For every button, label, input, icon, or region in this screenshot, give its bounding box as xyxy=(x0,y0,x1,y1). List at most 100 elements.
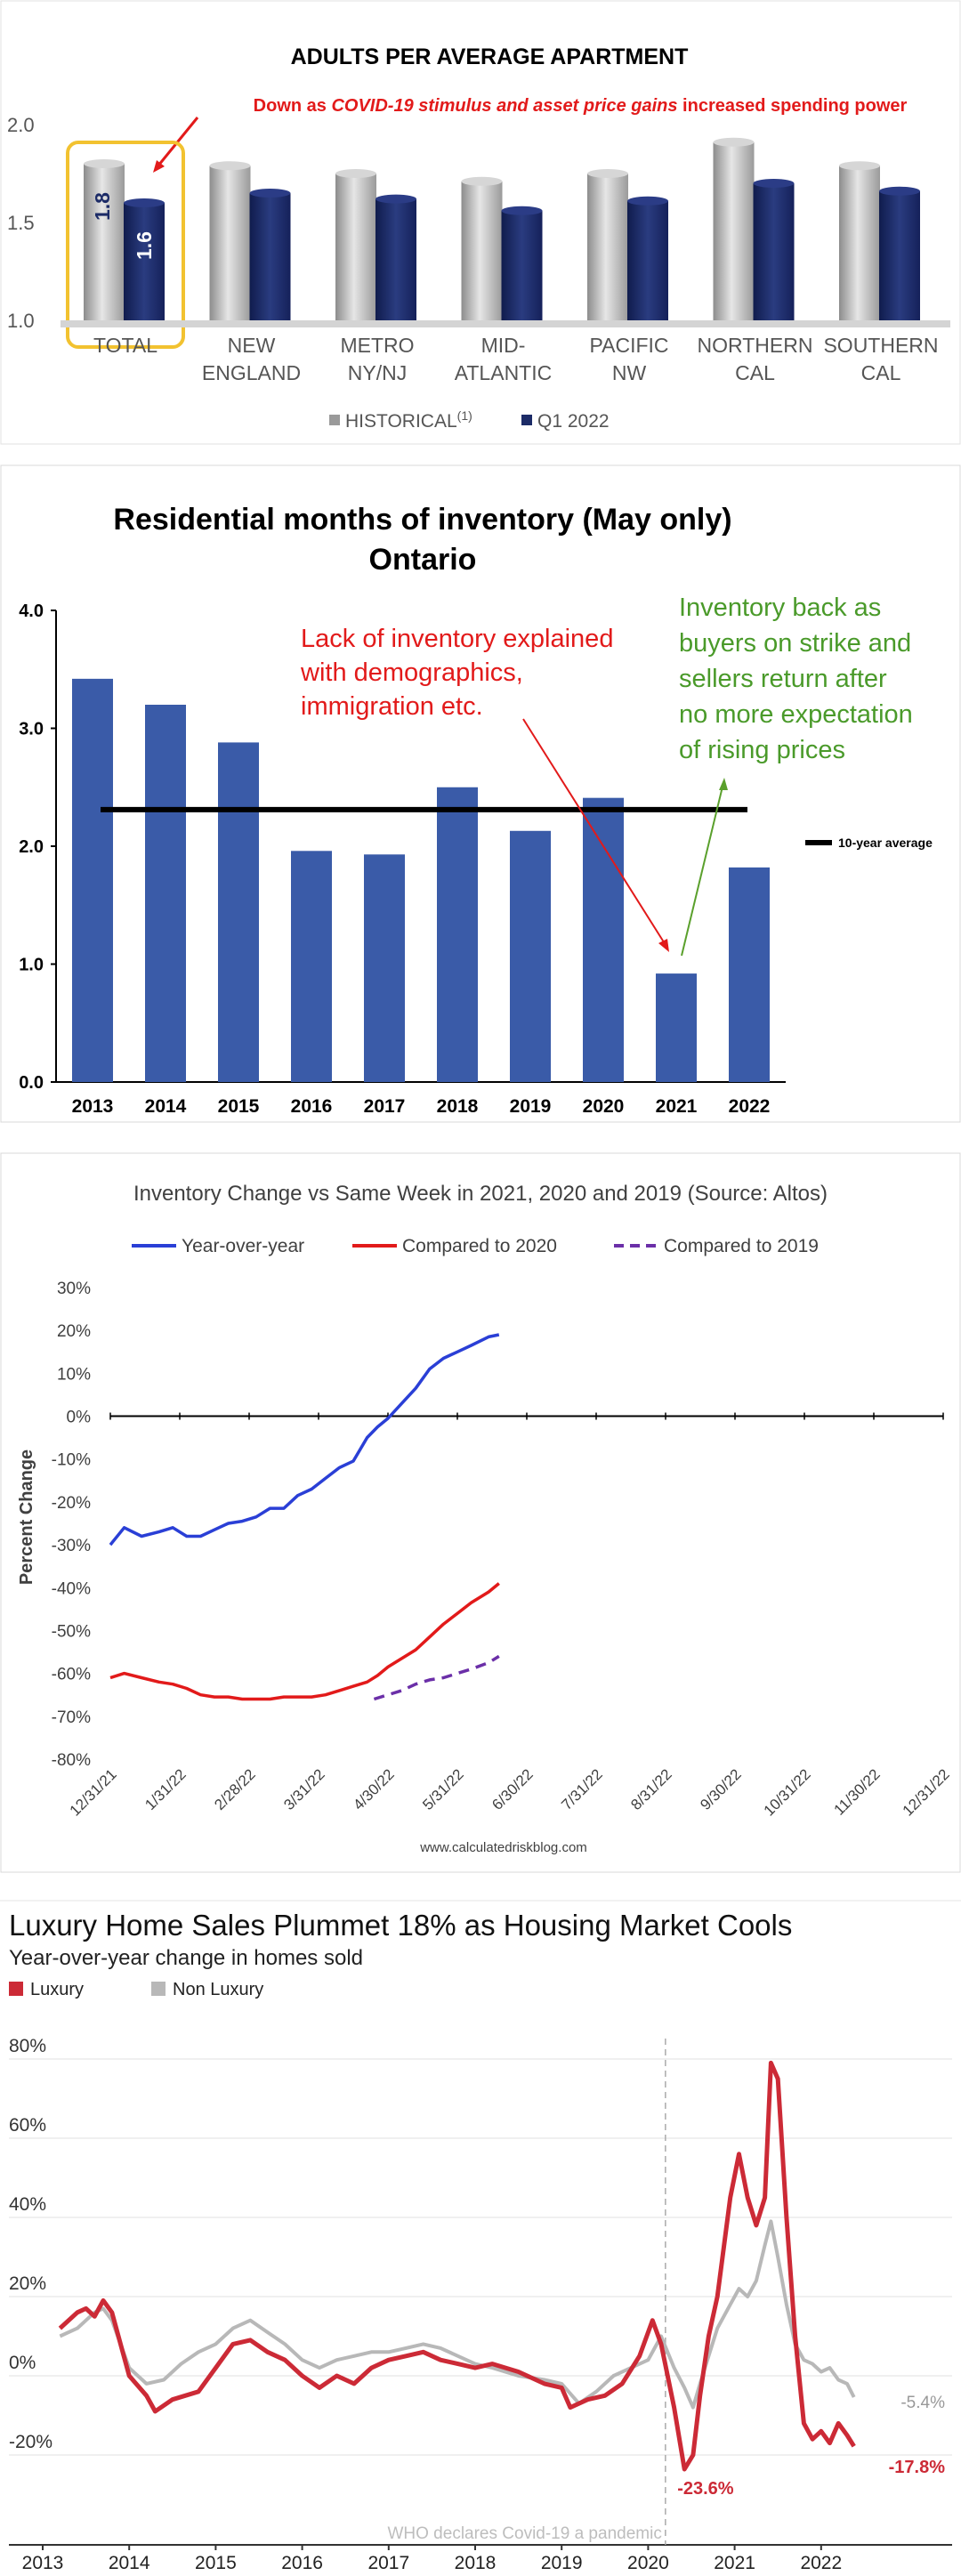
historical-bar xyxy=(587,174,628,320)
total-highlight-box xyxy=(66,141,185,349)
green-annotation-arrow xyxy=(681,786,723,957)
non-luxury-series-line xyxy=(59,2219,856,2410)
altos-x-tick-label: 4/30/22 xyxy=(350,1765,398,1813)
altos-y-tick-label: -40% xyxy=(52,1579,91,1598)
historical-bar xyxy=(84,164,125,320)
ontario-inventory-panel: Residential months of inventory (May onl… xyxy=(0,464,961,1123)
altos-x-tick-label: 7/31/22 xyxy=(558,1765,606,1813)
q1-bar xyxy=(879,190,920,320)
luxury-x-tick-label: 2021 xyxy=(714,2553,755,2573)
ontario-y-tick-label: 1.0 xyxy=(19,956,44,975)
ontario-x-tick-label: 2018 xyxy=(437,1096,479,1117)
q1-bar-cap xyxy=(124,198,165,207)
red-annotation-line-2: with demographics, xyxy=(300,658,523,687)
luxury-x-tick-label: 2013 xyxy=(22,2553,64,2573)
ontario-bar xyxy=(656,973,697,1082)
luxury-x-tick-label: 2017 xyxy=(367,2553,409,2573)
ontario-bar xyxy=(583,797,624,1082)
ontario-y-tick-label: 4.0 xyxy=(19,602,44,621)
q1-bar-cap xyxy=(376,194,416,204)
ontario-bar xyxy=(437,787,478,1082)
ontario-plot: 0.0 1.0 2.0 3.0 4.0 2013 2014 2015 2016 2017 2018 2… xyxy=(19,602,786,1117)
apartment-category-label: TOTAL xyxy=(93,334,157,357)
legend-non-luxury: Non Luxury xyxy=(173,1980,263,1999)
luxury-sales-chart: Luxury Home Sales Plummet 18% as Housing… xyxy=(0,1900,961,2573)
altos-x-tick-label: 11/30/22 xyxy=(830,1765,883,1818)
luxury-x-tick-label: 2016 xyxy=(281,2553,323,2573)
altos-y-tick-label: -50% xyxy=(52,1622,91,1641)
ontario-bar xyxy=(145,705,186,1082)
ontario-x-tick-label: 2017 xyxy=(364,1096,406,1117)
apartment-y-tick: 1.5 xyxy=(7,212,35,234)
luxury-y-tick-label: 0% xyxy=(9,2353,36,2373)
altos-x-tick-label: 12/31/22 xyxy=(900,1765,953,1819)
altos-x-tick-label: 9/30/22 xyxy=(697,1765,745,1813)
luxury-plot: 80% 60% 40% 20% 0% -20% 2013 2014 2015 2016 2017 20… xyxy=(9,2036,952,2573)
luxury-sales-panel: Luxury Home Sales Plummet 18% as Housing… xyxy=(0,1900,961,2576)
apartment-annotation-arrowhead xyxy=(153,160,165,173)
historical-bar xyxy=(713,141,755,320)
red-annotation-arrowhead xyxy=(658,939,669,952)
luxury-y-tick-label: 40% xyxy=(9,2194,46,2215)
ontario-green-annotation: Inventory back as buyers on strike and s… xyxy=(679,594,913,764)
q1-bar xyxy=(753,183,795,320)
apartment-category-label: SOUTHERN xyxy=(823,334,938,357)
historical-bar-cap xyxy=(839,161,880,171)
historical-bar-cap xyxy=(713,137,755,147)
q1-bar-cap xyxy=(753,179,795,188)
luxury-x-tick-label: 2022 xyxy=(800,2553,842,2573)
luxury-x-tick-label: 2018 xyxy=(455,2553,497,2573)
altos-plot: 30% 20% 10% 0% -10% -20% -30% -40% -50% -60% -70% -… xyxy=(52,1280,953,1820)
apartment-category-label: MID- xyxy=(481,334,526,357)
ontario-x-tick-label: 2020 xyxy=(583,1096,625,1117)
altos-y-tick-label: 10% xyxy=(57,1365,91,1384)
altos-chart-title: Inventory Change vs Same Week in 2021, 2… xyxy=(133,1182,828,1206)
historical-bar xyxy=(209,166,251,320)
total-q1-value-label: 1.6 xyxy=(133,231,156,260)
ontario-y-tick-label: 2.0 xyxy=(19,837,44,857)
ontario-x-tick-label: 2013 xyxy=(72,1096,114,1117)
legend-luxury: Luxury xyxy=(30,1980,84,1999)
altos-y-tick-label: 0% xyxy=(67,1409,92,1427)
apartment-chart: ADULTS PER AVERAGE APARTMENT Down as COV… xyxy=(0,0,961,445)
green-annotation-line-3: sellers return after xyxy=(679,665,887,693)
ontario-bar xyxy=(72,678,113,1082)
luxury-x-tick-label: 2014 xyxy=(109,2553,150,2573)
ontario-bar xyxy=(218,742,259,1082)
green-annotation-line-4: no more expectation xyxy=(679,700,913,729)
historical-bar xyxy=(461,181,503,320)
altos-y-tick-label: 20% xyxy=(57,1322,91,1341)
ontario-chart-border xyxy=(0,464,961,1123)
q1-bar xyxy=(501,210,543,320)
ontario-bar xyxy=(364,854,405,1082)
luxury-x-tick-label: 2015 xyxy=(195,2553,237,2573)
apartment-chart-border xyxy=(0,0,961,445)
altos-chart-border xyxy=(0,1152,961,1873)
green-annotation-line-1: Inventory back as xyxy=(679,594,881,622)
historical-bar xyxy=(335,174,376,320)
red-annotation-arrow xyxy=(522,718,666,946)
altos-x-tick-label: 3/31/22 xyxy=(280,1765,328,1813)
apartment-category-label: NEW xyxy=(228,334,276,357)
altos-x-tick-label: 12/31/21 xyxy=(67,1765,120,1819)
historical-bar-cap xyxy=(84,159,125,168)
luxury-dip-label: -23.6% xyxy=(677,2479,734,2499)
historical-bar-cap xyxy=(335,169,376,178)
historical-bar-cap xyxy=(209,161,251,171)
altos-x-tick-label: 5/31/22 xyxy=(419,1765,467,1813)
pandemic-marker-label: WHO declares Covid-19 a pandemic xyxy=(387,2524,661,2543)
q1-bar xyxy=(249,193,291,320)
apartment-annotation: Down as COVID-19 stimulus and asset pric… xyxy=(254,96,908,116)
luxury-y-tick-label: 20% xyxy=(9,2273,46,2294)
apartment-category-label: ATLANTIC xyxy=(455,361,552,384)
q1-bar xyxy=(376,198,416,320)
red-annotation-line-1: Lack of inventory explained xyxy=(301,625,613,653)
legend-historical: HISTORICAL(1) xyxy=(345,408,472,432)
apartment-plot: 1.0 1.5 2.0 TOTAL 1.8 1.6 NEW ENGLAND METRO NY/NJ… xyxy=(7,114,950,384)
altos-source-credit: www.calculatedriskblog.com xyxy=(419,1840,587,1855)
apartment-chart-panel: ADULTS PER AVERAGE APARTMENT Down as COV… xyxy=(0,0,961,445)
ontario-x-tick-label: 2015 xyxy=(218,1096,260,1117)
luxury-end-label: -17.8% xyxy=(889,2458,946,2477)
non-luxury-end-label: -5.4% xyxy=(900,2394,945,2412)
q1-bar xyxy=(124,203,165,320)
